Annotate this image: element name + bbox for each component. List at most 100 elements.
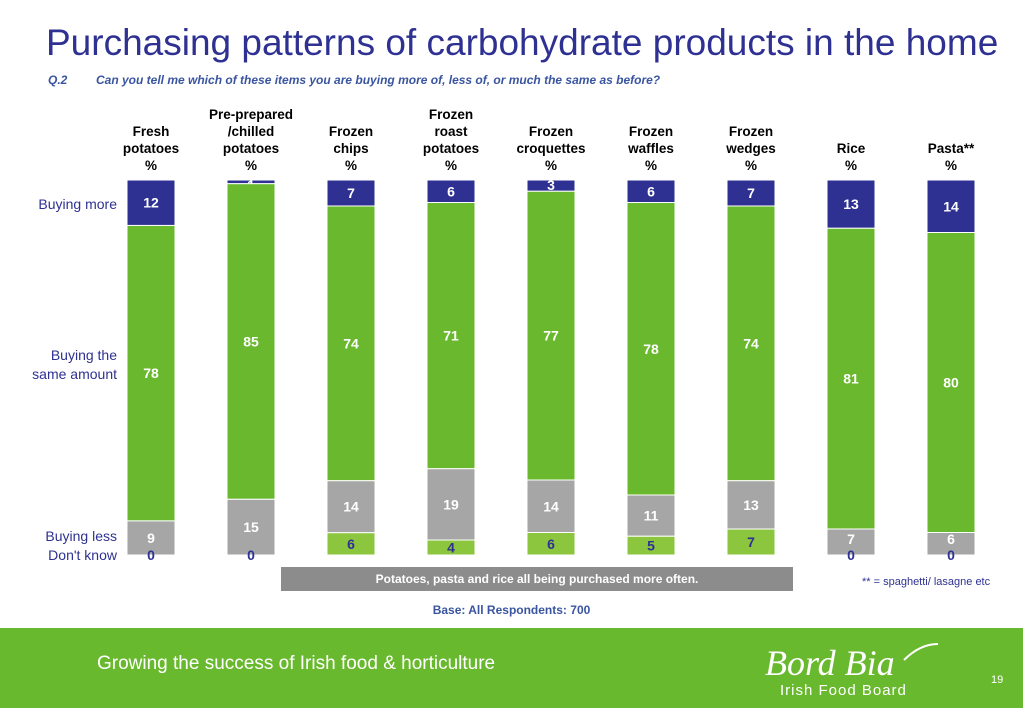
column-header-line: chips (333, 141, 369, 156)
column-header-line: Fresh (132, 124, 170, 139)
data-label-same: 85 (243, 334, 259, 350)
row-label-buying-less: Buying less (45, 528, 117, 544)
column-header-line: % (944, 158, 957, 173)
bar-segment-less (126, 520, 176, 556)
column-header-8: Pasta**% (901, 140, 1001, 174)
data-label-dont-know: 0 (847, 547, 855, 563)
data-label-dont-know: 4 (447, 540, 455, 556)
data-label-more: 7 (347, 185, 355, 201)
data-label-less: 15 (243, 519, 259, 535)
data-label-more: 6 (647, 183, 655, 199)
data-label-less: 9 (147, 530, 155, 546)
column-header-line: roast (434, 124, 468, 139)
footnote: ** = spaghetti/ lasagne etc (862, 576, 990, 588)
question-number: Q.2 (48, 73, 68, 87)
column-header-line: waffles (628, 141, 674, 156)
column-header-line: % (644, 158, 657, 173)
footer-band: Growing the success of Irish food & hort… (0, 628, 1023, 708)
bar-segment-same (526, 190, 576, 481)
data-label-same: 77 (543, 328, 559, 344)
data-label-dont-know: 6 (347, 536, 355, 552)
question-text: Q.2 Can you tell me which of these items … (48, 73, 660, 87)
column-header-line: Frozen (428, 107, 474, 122)
bar-segment-more (126, 179, 176, 226)
bar-segment-less (326, 480, 376, 534)
data-label-same: 78 (143, 365, 159, 381)
bar-segment-dont-know (726, 528, 776, 556)
bar-segment-more (826, 179, 876, 229)
data-label-less: 14 (343, 499, 359, 515)
bord-bia-logo: Bord Bia Irish Food Board (760, 642, 940, 702)
column-header-line: % (444, 158, 457, 173)
data-label-same: 78 (643, 341, 659, 357)
bar-segment-same (826, 227, 876, 530)
bar-segment-dont-know (326, 532, 376, 556)
bar-segment-less (226, 498, 276, 556)
column-header-line: % (244, 158, 257, 173)
bar-segment-same (226, 183, 276, 500)
data-label-same: 74 (743, 335, 759, 351)
data-label-same: 81 (843, 371, 859, 387)
column-header-line: % (744, 158, 757, 173)
bar-segment-less (726, 480, 776, 530)
column-header-line: Pre-prepared (208, 107, 294, 122)
summary-banner: Potatoes, pasta and rice all being purch… (281, 567, 793, 591)
data-label-less: 14 (543, 498, 559, 514)
column-header-line: Frozen (328, 124, 374, 139)
row-label-same-2: same amount (32, 366, 117, 382)
data-label-dont-know: 0 (147, 547, 155, 563)
base-note: Base: All Respondents: 700 (432, 603, 591, 617)
bar-segment-dont-know (526, 532, 576, 556)
column-header-1: Pre-prepared/chilled potatoes% (201, 106, 301, 174)
bar-segment-more (926, 179, 976, 233)
data-label-dont-know: 7 (747, 534, 755, 550)
logo-swoosh-icon (903, 643, 939, 661)
column-header-line: /chilled (227, 124, 275, 139)
data-label-dont-know: 0 (247, 547, 255, 563)
column-header-line: % (544, 158, 557, 173)
column-header-line: potatoes (422, 141, 480, 156)
footer-tagline: Growing the success of Irish food & hort… (97, 653, 496, 674)
bar-segment-same (426, 202, 476, 470)
data-label-dont-know: 0 (947, 547, 955, 563)
column-header-5: Frozen waffles% (601, 123, 701, 174)
column-header-6: Frozen wedges% (701, 123, 801, 174)
page-title: Purchasing patterns of carbohydrate prod… (46, 22, 999, 63)
question-body: Can you tell me which of these items you… (96, 73, 661, 87)
data-label-more: 6 (447, 183, 455, 199)
data-label-more: 3 (547, 177, 555, 193)
bar-segment-less (826, 528, 876, 556)
data-label-more: 14 (943, 198, 959, 214)
column-header-line: % (144, 158, 157, 173)
logo-text: Bord Bia (765, 643, 895, 683)
data-label-same: 80 (943, 375, 959, 391)
data-label-more: 12 (143, 195, 159, 211)
bar-segment-dont-know (426, 539, 476, 556)
data-label-dont-know: 6 (547, 536, 555, 552)
bar-segment-less (526, 479, 576, 533)
column-header-2: Frozen chips% (301, 123, 401, 174)
bar-segment-less (626, 494, 676, 537)
data-label-same: 71 (443, 328, 459, 344)
row-label-same-1: Buying the (50, 347, 117, 363)
data-label-less: 11 (644, 508, 659, 524)
column-header-line: Rice (836, 141, 866, 156)
data-label-more: 13 (843, 196, 859, 212)
footnote-text: = spaghetti/ lasagne etc (870, 576, 991, 588)
data-label-less: 6 (947, 531, 955, 547)
bar-segment-less (926, 532, 976, 556)
data-label-less: 7 (847, 531, 855, 547)
column-header-line: wedges (726, 141, 776, 156)
data-label-less: 19 (443, 496, 459, 512)
stacked-bar-chart: 1278901851507741466711943771466781157741… (126, 177, 976, 563)
column-header-line: Frozen (728, 124, 774, 139)
bar-segment-same (626, 202, 676, 496)
column-header-line: potatoes (122, 141, 180, 156)
bar-segment-same (726, 205, 776, 482)
page-number: 19 (991, 674, 1004, 686)
column-header-line: potatoes (222, 141, 280, 156)
logo-subtitle: Irish Food Board (780, 682, 907, 699)
column-header-4: Frozen croquettes% (501, 123, 601, 174)
data-label-more: 7 (747, 185, 755, 201)
column-header-line: % (344, 158, 357, 173)
